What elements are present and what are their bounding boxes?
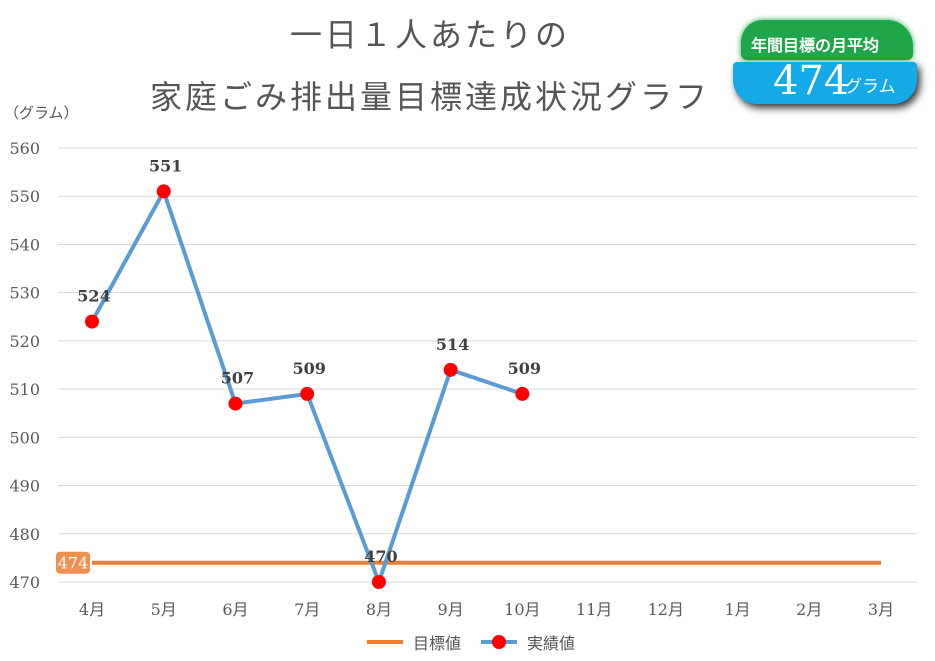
actual-data-label: 509 [292,359,325,378]
y-tick-label: 480 [9,525,40,544]
actual-data-label: 470 [364,547,397,566]
y-tick-label: 550 [9,187,40,206]
badge-value: 474 [773,58,850,104]
x-tick-label: 8月 [366,600,392,619]
y-tick-label: 490 [9,477,40,496]
legend-actual-swatch [481,635,518,649]
y-tick-label: 520 [9,332,40,351]
target-data-label: 474 [58,554,89,573]
x-tick-label: 1月 [724,600,750,619]
x-tick-label: 11月 [576,600,612,619]
actual-data-label: 507 [221,369,254,388]
actual-marker [371,575,386,589]
actual-data-label: 509 [508,359,541,378]
x-tick-label: 2月 [796,600,822,619]
chart-title-line1: 一日１人あたりの [289,16,570,54]
actual-data-label: 551 [149,156,182,175]
y-tick-label: 560 [9,139,40,158]
actual-marker [300,386,315,401]
actual-marker [85,314,99,329]
y-axis-label: （グラム） [4,104,79,122]
x-tick-label: 7月 [294,600,320,619]
actual-marker [228,396,243,411]
x-tick-label: 10月 [504,600,540,619]
y-tick-label: 510 [9,380,40,399]
annual-target-badge: 年間目標の月平均 474 グラム [733,12,923,108]
x-tick-label: 12月 [648,600,684,619]
y-tick-label: 470 [9,573,40,592]
legend-target-label: 目標値 [413,634,462,653]
y-tick-label: 530 [9,284,40,303]
actual-marker [443,362,458,377]
actual-marker [515,386,530,401]
x-tick-label: 6月 [222,600,248,619]
badge-label: 年間目標の月平均 [751,36,880,55]
chart-title-line2: 家庭ごみ排出量目標達成状況グラフ [149,78,710,116]
x-tick-label: 4月 [79,600,105,619]
badge-unit: グラム [845,77,896,97]
x-tick-label: 9月 [438,600,464,619]
legend-target-swatch [367,640,403,644]
actual-data-label: 524 [77,287,110,306]
y-tick-label: 540 [9,235,40,254]
legend-actual-label: 実績値 [527,634,576,653]
x-tick-label: 5月 [151,600,177,619]
target-label-bg [56,551,90,574]
x-tick-label: 3月 [868,600,894,619]
legend: 目標値 実績値 [365,630,575,654]
actual-marker [156,184,171,199]
y-tick-label: 500 [9,428,40,447]
actual-line [90,189,524,584]
badge-green-cloud [741,20,913,60]
actual-data-label: 514 [436,335,469,354]
badge-blue-cloud [733,62,917,104]
